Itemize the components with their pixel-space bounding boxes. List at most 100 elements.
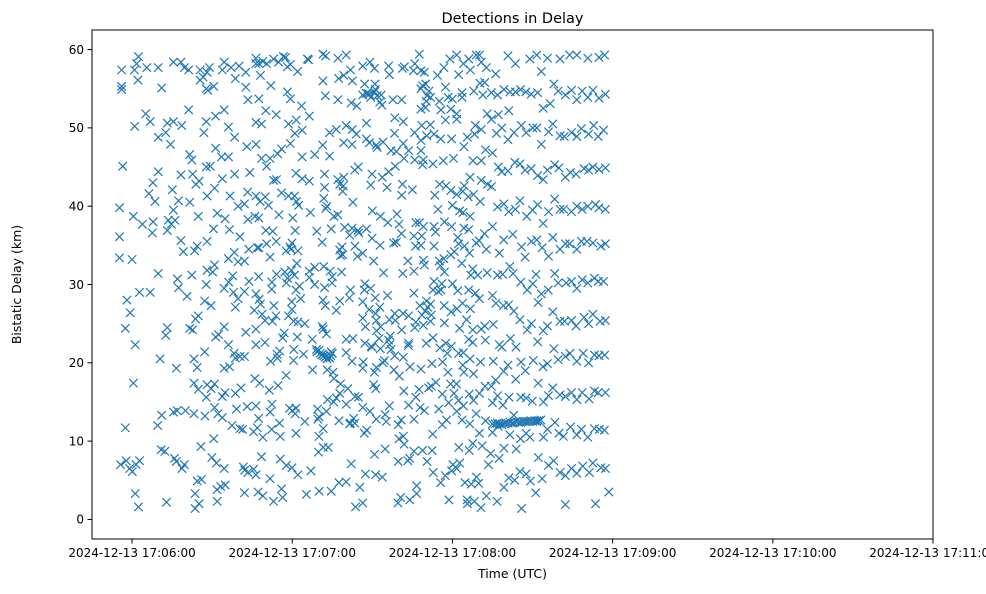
data-point-1017 [566,85,577,95]
data-point-494 [358,313,368,323]
data-point-197 [242,142,252,152]
data-point-638 [416,145,426,156]
data-point-222 [251,340,261,350]
data-point-750 [455,323,465,333]
data-point-974 [543,251,554,261]
data-point-719 [444,398,454,408]
data-point-667 [424,86,434,96]
data-point-806 [468,369,479,379]
data-point-347 [295,293,306,304]
data-point-960 [538,174,548,185]
data-point-908 [510,475,520,485]
data-point-1073 [588,458,598,468]
data-point-81 [184,105,194,115]
data-point-439 [339,70,349,81]
data-point-803 [470,288,481,298]
data-point-410 [324,127,335,138]
data-point-460 [347,139,357,149]
data-point-283 [272,353,282,363]
data-point-945 [532,88,543,98]
data-point-681 [428,333,438,343]
data-point-1063 [588,85,598,95]
data-point-422 [333,53,343,63]
data-point-653 [420,102,431,113]
data-point-140 [209,379,220,389]
data-point-1007 [558,204,569,214]
data-point-591 [399,153,409,164]
data-point-617 [410,155,420,165]
data-point-273 [268,496,279,507]
data-point-286 [274,418,285,428]
data-point-496 [360,338,370,348]
data-point-198 [245,167,255,178]
data-point-927 [522,325,532,335]
data-point-645 [416,364,426,374]
data-point-26 [133,502,144,512]
data-point-619 [411,218,421,228]
data-point-466 [344,293,354,303]
data-point-365 [310,279,320,290]
data-point-888 [504,207,514,217]
data-point-961 [538,218,548,229]
data-point-91 [185,323,195,333]
data-point-1092 [600,239,611,249]
data-point-1089 [598,125,609,135]
data-point-428 [333,210,343,220]
data-point-76 [172,405,182,416]
data-point-856 [491,69,501,79]
data-point-858 [493,109,503,120]
data-point-1057 [583,278,593,288]
data-point-12 [129,65,140,75]
data-point-601 [398,431,408,442]
data-point-476 [353,225,363,236]
data-point-844 [486,88,497,98]
data-point-495 [360,322,371,332]
data-point-925 [520,252,530,262]
data-point-113 [203,85,213,95]
data-point-907 [511,444,521,454]
data-point-227 [248,464,259,474]
data-point-411 [324,151,335,161]
data-point-641 [417,231,427,241]
data-point-477 [354,228,364,238]
data-point-523 [371,140,381,150]
data-point-160 [219,463,229,474]
data-point-1003 [555,467,565,478]
data-point-1067 [588,238,598,248]
data-point-587 [399,62,409,72]
data-point-29 [137,219,148,229]
data-point-404 [322,365,332,375]
data-point-450 [341,348,351,358]
data-point-7 [120,323,130,333]
data-point-342 [297,125,307,135]
data-point-280 [271,269,282,279]
data-point-119 [202,265,212,276]
data-point-120 [201,279,211,290]
data-point-335 [292,332,302,342]
data-point-769 [461,315,472,325]
data-point-952 [532,337,543,347]
data-point-973 [543,207,554,217]
data-point-1008 [560,239,570,249]
data-point-106 [190,488,200,499]
data-point-798 [469,129,480,139]
data-point-409 [323,442,333,453]
data-point-909 [515,84,526,95]
data-point-97 [192,241,202,251]
data-point-892 [503,360,513,370]
data-point-313 [286,265,297,276]
data-point-303 [282,62,293,72]
data-point-96 [193,211,203,221]
data-point-682 [427,358,437,369]
data-point-45 [157,410,167,420]
data-point-708 [440,115,451,125]
data-point-257 [265,153,275,164]
data-point-513 [366,283,376,294]
data-point-790 [464,389,474,399]
data-point-38 [153,62,163,73]
data-point-871 [499,84,509,95]
data-point-1029 [572,95,582,105]
data-point-904 [511,342,521,352]
data-point-202 [244,244,254,254]
